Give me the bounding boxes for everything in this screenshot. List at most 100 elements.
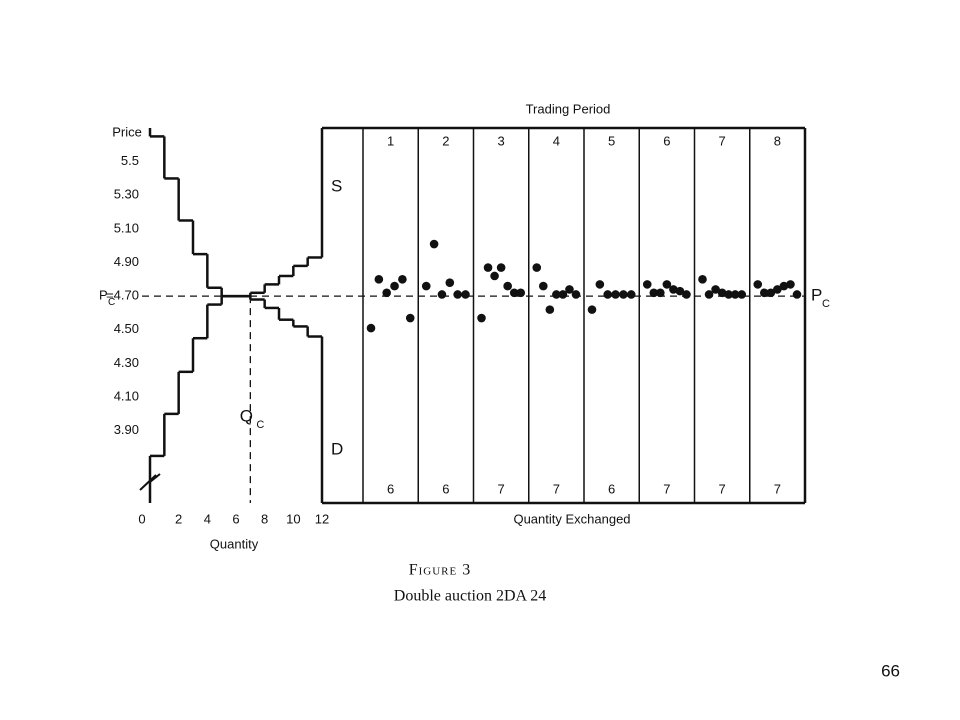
period-label: 3 <box>498 133 505 148</box>
transaction-price <box>773 285 782 294</box>
quantity-subscript: C <box>256 419 264 431</box>
transaction-price <box>552 290 561 299</box>
transaction-price <box>461 290 470 299</box>
transaction-price <box>642 280 652 289</box>
transaction-price <box>565 285 574 294</box>
transaction-price <box>698 275 707 284</box>
period-label: 8 <box>774 133 781 148</box>
curve-label: S <box>331 176 342 195</box>
transaction-price <box>704 290 714 299</box>
transaction-price <box>558 290 568 299</box>
period-label: 1 <box>387 133 394 148</box>
transaction-price <box>374 275 384 284</box>
transaction-price <box>490 271 499 281</box>
y-tick-label: 4.50 <box>114 321 139 336</box>
transaction-price <box>445 278 455 288</box>
transaction-price <box>626 290 636 299</box>
transaction-price <box>595 280 605 289</box>
x-tick-label: 8 <box>261 511 268 526</box>
period-label: 5 <box>608 133 615 148</box>
transaction-price <box>453 290 462 299</box>
transaction-price <box>619 290 628 299</box>
y-tick-label: 3.90 <box>114 422 139 437</box>
price-symbol: P <box>99 288 108 303</box>
y-tick-label: 5.10 <box>114 220 139 235</box>
x-tick-label: 0 <box>138 511 145 526</box>
transaction-price <box>509 288 519 298</box>
transaction-price <box>649 288 659 298</box>
y-tick-label: =4.70 <box>106 288 139 303</box>
price-subscript: C <box>108 297 115 308</box>
transaction-price <box>662 280 672 289</box>
transaction-price <box>477 313 486 323</box>
quantity-exchanged: 7 <box>663 481 670 496</box>
period-label: 7 <box>719 133 726 148</box>
quantity-exchanged: 7 <box>719 481 726 496</box>
transaction-price <box>496 263 506 272</box>
figure-label: Figure 3 <box>409 562 472 579</box>
quantity-exchanged: 6 <box>608 481 615 496</box>
panel-title: Trading Period <box>526 101 611 116</box>
transaction-price <box>382 288 392 298</box>
y-tick-label: 5.5 <box>121 153 139 168</box>
transaction-price <box>421 281 431 291</box>
x-tick-label: 4 <box>204 511 211 526</box>
price-symbol: P <box>811 286 822 305</box>
transaction-price <box>656 288 665 298</box>
x-tick-label: 6 <box>232 511 239 526</box>
transaction-price <box>730 290 740 299</box>
page-number: 66 <box>881 661 900 680</box>
transaction-price <box>717 288 727 298</box>
transaction-price <box>724 290 733 299</box>
x-tick-label: 10 <box>286 511 300 526</box>
panel-x-label: Quantity Exchanged <box>513 511 630 526</box>
x-axis-label: Quantity <box>210 536 259 551</box>
transaction-price <box>366 323 376 333</box>
quantity-exchanged: 6 <box>442 481 449 496</box>
curve-label: D <box>331 439 343 458</box>
period-label: 6 <box>663 133 670 148</box>
transaction-price <box>587 305 597 314</box>
x-tick-label: 12 <box>315 511 329 526</box>
quantity-exchanged: 7 <box>553 481 560 496</box>
transaction-price <box>429 239 439 249</box>
transaction-price <box>766 288 776 298</box>
transaction-price <box>503 281 512 291</box>
transaction-price <box>483 263 493 272</box>
transaction-price <box>779 281 789 291</box>
transaction-price <box>792 290 802 299</box>
axis-break <box>139 473 161 491</box>
transaction-price <box>398 275 407 284</box>
period-label: 4 <box>553 133 560 148</box>
y-tick-label: 5.30 <box>114 187 139 202</box>
quantity-symbol: Q <box>240 406 253 425</box>
transaction-price <box>759 288 769 298</box>
transaction-price <box>545 305 555 314</box>
transaction-price <box>603 290 612 299</box>
transaction-price <box>753 280 763 289</box>
transaction-price <box>611 290 620 299</box>
transaction-price <box>437 290 447 299</box>
price-subscript: C <box>822 298 830 310</box>
y-tick-label: 4.30 <box>114 355 139 370</box>
transaction-price <box>405 313 415 323</box>
transaction-price <box>516 288 526 298</box>
transaction-price <box>786 280 795 289</box>
transaction-price <box>571 290 581 299</box>
transaction-price <box>532 263 542 272</box>
transaction-price <box>675 286 685 296</box>
transaction-price <box>538 281 548 291</box>
transaction-price <box>682 290 691 299</box>
quantity-exchanged: 7 <box>774 481 781 496</box>
transaction-price <box>737 290 747 299</box>
period-label: 2 <box>442 133 449 148</box>
y-axis-label: Price <box>112 124 142 139</box>
transaction-price <box>390 281 399 291</box>
y-tick-label: 4.10 <box>114 388 139 403</box>
figure-caption: Double auction 2DA 24 <box>394 588 546 605</box>
x-tick-label: 2 <box>175 511 182 526</box>
y-tick-label: 4.90 <box>114 254 139 269</box>
quantity-exchanged: 7 <box>498 481 505 496</box>
quantity-exchanged: 6 <box>387 481 394 496</box>
